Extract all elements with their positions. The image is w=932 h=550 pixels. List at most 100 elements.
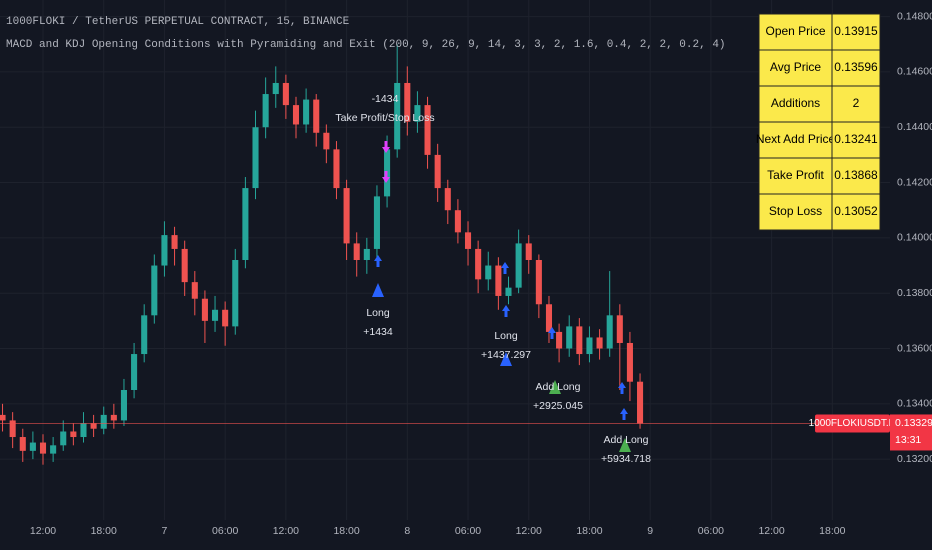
candle-body — [313, 99, 320, 133]
candle-body — [424, 105, 431, 155]
exit-arrow — [382, 171, 390, 183]
last-price-label: 0.13329 — [895, 417, 932, 429]
x-tick-label: 18:00 — [576, 525, 602, 537]
chart-title: 1000FLOKI / TetherUS PERPETUAL CONTRACT,… — [6, 16, 350, 28]
candle-body — [505, 287, 512, 296]
candle-body — [485, 265, 492, 280]
candle-body — [444, 188, 451, 211]
signal-triangle — [619, 438, 631, 452]
table-text: Stop Loss — [769, 204, 822, 218]
chart-subtitle: MACD and KDJ Opening Conditions with Pyr… — [6, 39, 726, 51]
table-cell — [758, 13, 833, 51]
table-text: Avg Price — [770, 60, 821, 74]
candle-body — [404, 82, 411, 122]
candle-body — [394, 82, 401, 150]
x-tick-label: 8 — [404, 525, 410, 537]
annotation: +2925.045 — [533, 400, 583, 412]
candle-body — [171, 235, 178, 249]
table-cell — [831, 121, 881, 159]
table-cell — [831, 13, 881, 51]
x-tick-label: 7 — [162, 525, 168, 537]
candle-body — [191, 282, 198, 299]
candle-body — [141, 315, 148, 355]
annotation: Add Long — [604, 434, 649, 446]
annotation: +1434 — [363, 326, 393, 338]
candle-body — [60, 431, 67, 446]
annotation: +5934.718 — [601, 453, 651, 465]
candle-body — [282, 82, 289, 106]
signal-arrow — [502, 305, 510, 317]
x-tick-label: 12:00 — [30, 525, 56, 537]
x-tick-label: 06:00 — [455, 525, 481, 537]
candle-body — [586, 337, 593, 355]
candle-body — [454, 210, 461, 233]
table-cell — [831, 193, 881, 231]
table-text: Open Price — [765, 24, 825, 38]
candle-body — [161, 235, 168, 266]
signal-arrow — [374, 255, 382, 267]
y-tick-label: 0.14600 — [897, 66, 932, 78]
table-text: Next Add Price — [756, 132, 836, 146]
candle-body — [323, 132, 330, 150]
symbol-label: 1000FLOKIUSDT.P — [809, 418, 896, 429]
candle-body — [39, 442, 47, 454]
candle-body — [535, 260, 542, 305]
candle-body — [9, 420, 16, 438]
table-text: 0.13915 — [834, 24, 878, 38]
candle-body — [222, 309, 229, 327]
candle-body — [333, 149, 340, 189]
candle-body — [242, 188, 249, 260]
y-tick-label: 0.13200 — [897, 453, 932, 465]
table-text: Take Profit — [767, 168, 824, 182]
y-tick-label: 0.14400 — [897, 121, 932, 133]
annotation: Take Profit/Stop Loss — [335, 112, 434, 124]
candle-body — [272, 82, 279, 95]
candle-body — [525, 243, 532, 260]
candle-body — [303, 99, 310, 125]
table-cell — [758, 85, 833, 123]
candle-body — [353, 243, 360, 260]
candle-body — [464, 232, 472, 249]
candle-body — [120, 390, 127, 421]
candle-body — [201, 298, 208, 321]
x-tick-label: 18:00 — [333, 525, 359, 537]
candle-body — [576, 326, 583, 355]
y-tick-label: 0.13400 — [897, 398, 932, 410]
table-cell — [831, 85, 881, 123]
candle-body — [637, 381, 644, 424]
candle-body — [363, 248, 370, 260]
candle-body — [343, 188, 350, 244]
table-cell — [758, 49, 833, 87]
exit-arrow — [382, 141, 390, 153]
table-cell — [758, 193, 833, 231]
signal-triangle — [500, 352, 512, 366]
x-tick-label: 18:00 — [91, 525, 117, 537]
annotation: Add Long — [536, 381, 581, 393]
candle-body — [29, 442, 36, 451]
candle-body — [151, 265, 158, 316]
table-text: 0.13241 — [834, 132, 878, 146]
table-text: 0.13868 — [834, 168, 878, 182]
table-text: 0.13596 — [834, 60, 878, 74]
candle-body — [373, 196, 380, 249]
candle-body — [262, 94, 269, 128]
x-tick-label: 12:00 — [273, 525, 299, 537]
candle-body — [232, 260, 239, 327]
x-tick-label: 06:00 — [212, 525, 238, 537]
annotation: +1437.297 — [481, 349, 531, 361]
candle-body — [606, 315, 613, 349]
annotation: Long — [494, 330, 518, 342]
table-cell — [831, 49, 881, 87]
candle-body — [545, 304, 553, 332]
candle-body — [131, 354, 138, 390]
candle-body — [212, 309, 219, 321]
x-tick-label: 9 — [647, 525, 653, 537]
candle-body — [434, 154, 441, 189]
countdown-label: 13:31 — [895, 434, 921, 446]
candle-body — [50, 445, 57, 454]
candle-body — [556, 331, 563, 349]
candle-body — [0, 414, 6, 421]
annotation: Long — [366, 307, 390, 319]
y-tick-label: 0.13800 — [897, 287, 932, 299]
